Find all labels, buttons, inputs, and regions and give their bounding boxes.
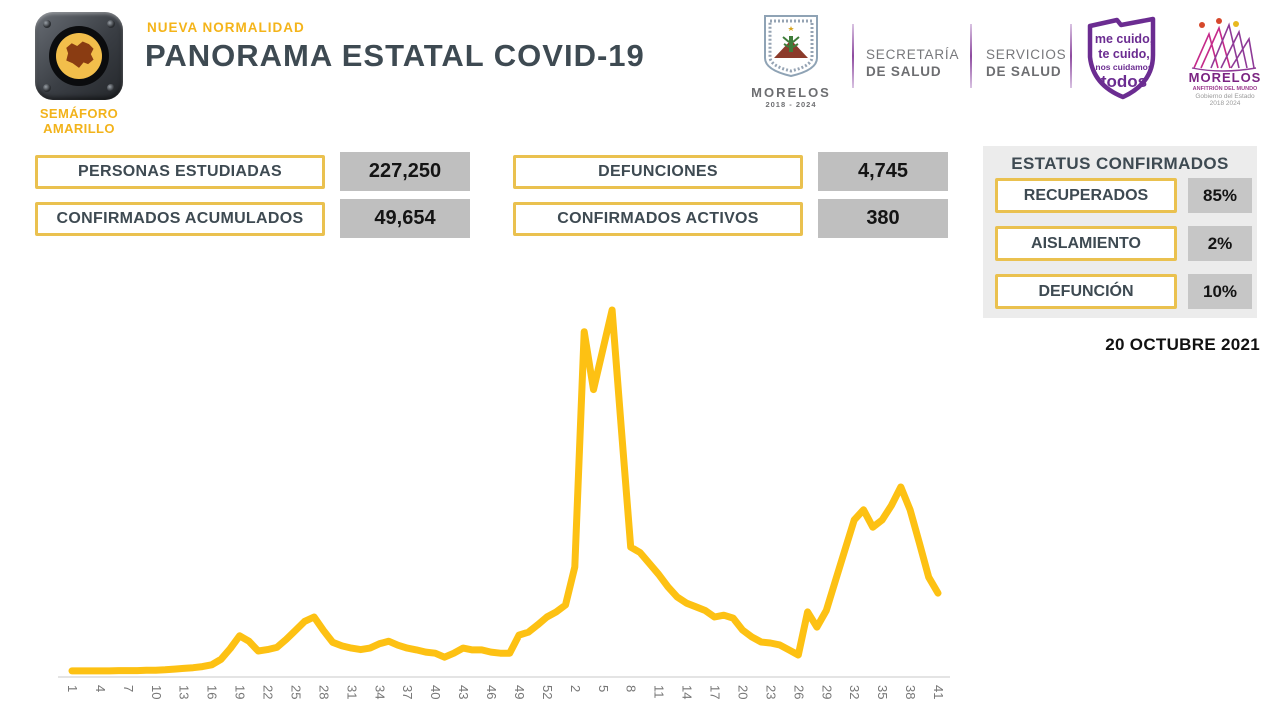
servicios-line2: DE SALUD [986,64,1062,79]
coat-of-arms-years: 2018 - 2024 [765,100,817,109]
stat-label-confirmados-activos: CONFIRMADOS ACTIVOS [513,202,803,236]
x-axis-label: 29 [819,685,834,699]
stat-label-confirmados-acumulados: CONFIRMADOS ACUMULADOS [35,202,325,236]
x-axis-label: 22 [261,685,276,699]
epidemic-curve [68,306,942,675]
x-axis-label: 8 [624,685,639,692]
x-axis-label: 43 [456,685,471,699]
screw-icon [107,84,115,92]
shield-line2: te cuido, [1098,47,1149,61]
status-label-aislamiento: AISLAMIENTO [995,226,1177,261]
x-axis-label: 11 [652,685,667,699]
stat-label-defunciones: DEFUNCIONES [513,155,803,189]
yellow-light [56,33,102,79]
stat-value-confirmados-acumulados: 49,654 [340,199,470,238]
report-date: 20 OCTUBRE 2021 [1105,335,1260,354]
stat-value-defunciones: 4,745 [818,152,948,191]
subtitle-nueva-normalidad: NUEVA NORMALIDAD [147,20,305,35]
x-axis-label: 28 [316,685,331,699]
x-axis-label: 25 [288,685,303,699]
x-axis-label: 16 [205,685,220,699]
x-axis-label: 35 [875,685,890,699]
servicios-line1: SERVICIOS [986,47,1067,62]
x-axis-label: 49 [512,685,527,699]
stat-label-personas-estudiadas: PERSONAS ESTUDIADAS [35,155,325,189]
x-axis-labels: 1 4 7 10 13 16 19 22 25 28 31 34 37 40 43 46 49 52 2 5 8 11 14… [65,685,946,699]
screw-icon [43,20,51,28]
status-value-recuperados: 85% [1188,178,1252,213]
status-panel-title: ESTATUS CONFIRMADOS [1011,154,1229,173]
shield-line1: me cuido, [1095,32,1153,46]
epidemic-curve-line [68,306,942,675]
x-axis-label: 34 [372,685,387,699]
flower-icon: MORELOS ANFITRIÓN DEL MUNDO Gobierno del… [1189,18,1262,107]
secretaria-line2: DE SALUD [866,64,942,79]
coat-of-arms-name: MORELOS [751,85,831,100]
secretaria-line1: SECRETARÍA [866,47,960,62]
traffic-light-badge: SEMÁFORO AMARILLO [24,12,134,136]
x-axis-label: 32 [847,685,862,699]
stat-value-personas-estudiadas: 227,250 [340,152,470,191]
x-axis-label: 13 [177,685,192,699]
x-axis-label: 37 [400,685,415,699]
status-label-recuperados: RECUPERADOS [995,178,1177,213]
status-value-defuncion: 10% [1188,274,1252,309]
x-axis-label: 4 [93,685,108,692]
care-shield-icon: me cuido, te cuido, nos cuidamos todos [1087,16,1156,100]
weekly-cases-chart: 1 4 7 10 13 16 19 22 25 28 31 34 37 40 43 46 49 52 2 5 8 11 14… [58,306,950,699]
x-axis-label: 20 [735,685,750,699]
status-value-aislamiento: 2% [1188,226,1252,261]
brand-name: MORELOS [1189,70,1262,85]
semaforo-status-label: SEMÁFORO AMARILLO [39,106,119,136]
x-axis-label: 7 [121,685,136,692]
brand-tagline: ANFITRIÓN DEL MUNDO [1193,84,1258,92]
morelos-coat-of-arms: MORELOS 2018 - 2024 [750,14,832,109]
x-axis-label: 23 [763,685,778,699]
logo-divider [1070,24,1072,88]
screw-icon [43,84,51,92]
x-axis-label: 40 [428,685,443,699]
shield-line4: todos [1101,72,1147,91]
stat-value-confirmados-activos: 380 [818,199,948,238]
x-axis-label: 1 [65,685,80,692]
x-axis-label: 52 [540,685,555,699]
shield-line3: nos cuidamos [1095,62,1152,72]
traffic-light-icon [35,12,123,100]
coat-of-arms-icon [764,15,818,78]
x-axis-label: 46 [484,685,499,699]
logo-divider [970,24,972,88]
morelos-state-silhouette-icon [66,41,94,68]
x-axis-label: 19 [233,685,248,699]
traffic-light-lens [49,26,109,86]
morelos-brand-logo: MORELOS ANFITRIÓN DEL MUNDO Gobierno del… [1186,8,1268,113]
x-axis-label: 10 [149,685,164,699]
x-axis-label: 17 [708,685,723,699]
servicios-de-salud-logo: SERVICIOS DE SALUD [986,46,1066,80]
secretaria-de-salud-logo: SECRETARÍA DE SALUD [866,46,959,80]
me-cuido-shield-logo: me cuido, te cuido, nos cuidamos todos [1080,10,1164,111]
x-axis-label: 5 [596,685,611,692]
page-title: PANORAMA ESTATAL COVID-19 [145,38,645,73]
screw-icon [107,20,115,28]
estatus-confirmados-panel: ESTATUS CONFIRMADOS RECUPERADOS 85% AISL… [983,146,1257,318]
x-axis-label: 2 [568,685,583,692]
x-axis-label: 41 [931,685,946,699]
x-axis-label: 26 [791,685,806,699]
status-label-defuncion: DEFUNCIÓN [995,274,1177,309]
x-axis-label: 31 [344,685,359,699]
brand-sub1: Gobierno del Estado [1195,93,1255,100]
logo-divider [852,24,854,88]
brand-sub2: 2018 2024 [1210,100,1241,107]
x-axis-label: 14 [680,685,695,699]
x-axis-label: 38 [903,685,918,699]
